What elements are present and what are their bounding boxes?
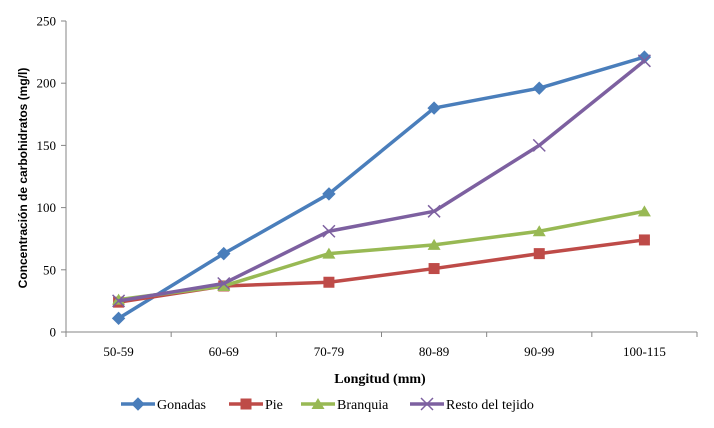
data-point-resto-del-tejido	[112, 294, 126, 308]
series-layer	[111, 50, 652, 326]
y-tick-label: 50	[43, 262, 56, 277]
y-tick-label: 200	[37, 76, 57, 91]
data-point-branquia	[637, 205, 651, 217]
data-point-gonadas	[111, 311, 126, 326]
legend-label: Resto del tejido	[446, 398, 534, 413]
legend-item-pie: Pie	[229, 398, 283, 413]
data-point-resto-del-tejido	[532, 138, 546, 152]
series-gonadas	[111, 50, 652, 326]
legend: Gonadas Pie Branquia Resto del tejido	[121, 397, 534, 413]
data-point-gonadas	[637, 50, 652, 64]
legend-marker-diamond	[131, 397, 145, 411]
data-point-pie	[533, 248, 545, 260]
data-point-gonadas	[217, 246, 231, 261]
data-point-resto-del-tejido	[637, 54, 651, 68]
series-line-gonadas	[117, 55, 645, 320]
x-axis: 50-59 60-69 70-79 80-89 90-99 100-115	[65, 331, 698, 359]
y-tick-label: 100	[37, 200, 57, 215]
series-resto-del-tejido	[112, 54, 651, 308]
legend-label: Branquia	[337, 398, 389, 413]
data-point-branquia	[217, 279, 231, 291]
legend-marker-square	[240, 398, 252, 410]
legend-label: Pie	[265, 398, 283, 413]
x-tick-label: 50-59	[103, 344, 133, 359]
series-line-branquia	[118, 209, 645, 302]
y-axis-title: Concentración de carbohidratos (mg/l)	[16, 68, 30, 289]
data-point-branquia	[532, 225, 546, 237]
data-point-resto-del-tejido	[427, 204, 441, 218]
series-line-resto-del-tejido	[118, 59, 646, 303]
data-point-gonadas	[427, 101, 441, 115]
data-point-gonadas	[532, 81, 546, 95]
data-point-branquia	[322, 247, 336, 259]
legend-item-branquia: Branquia	[301, 398, 389, 413]
legend-marker-triangle	[311, 398, 325, 409]
legend-label: Gonadas	[157, 398, 206, 413]
y-tick-label: 150	[37, 138, 57, 153]
x-tick-label: 90-99	[524, 344, 554, 359]
data-point-pie	[428, 263, 440, 275]
x-tick-label: 80-89	[419, 344, 449, 359]
data-point-gonadas	[322, 187, 336, 201]
data-point-resto-del-tejido	[322, 224, 336, 238]
data-point-pie	[638, 234, 650, 246]
x-tick-label: 70-79	[314, 344, 344, 359]
x-axis-title: Longitud (mm)	[334, 372, 426, 387]
x-tick-label: 100-115	[623, 344, 666, 359]
legend-item-gonadas: Gonadas	[121, 397, 206, 413]
y-tick-label: 0	[50, 325, 57, 340]
legend-marker-x	[420, 397, 434, 411]
data-point-resto-del-tejido	[217, 276, 231, 291]
x-tick-label: 60-69	[209, 344, 239, 359]
data-point-branquia	[427, 238, 441, 250]
y-axis: 0 50 100 150 200 250	[37, 14, 67, 340]
data-point-pie	[323, 276, 335, 288]
y-tick-label: 250	[37, 14, 57, 29]
legend-item-resto-del-tejido: Resto del tejido	[410, 397, 534, 413]
